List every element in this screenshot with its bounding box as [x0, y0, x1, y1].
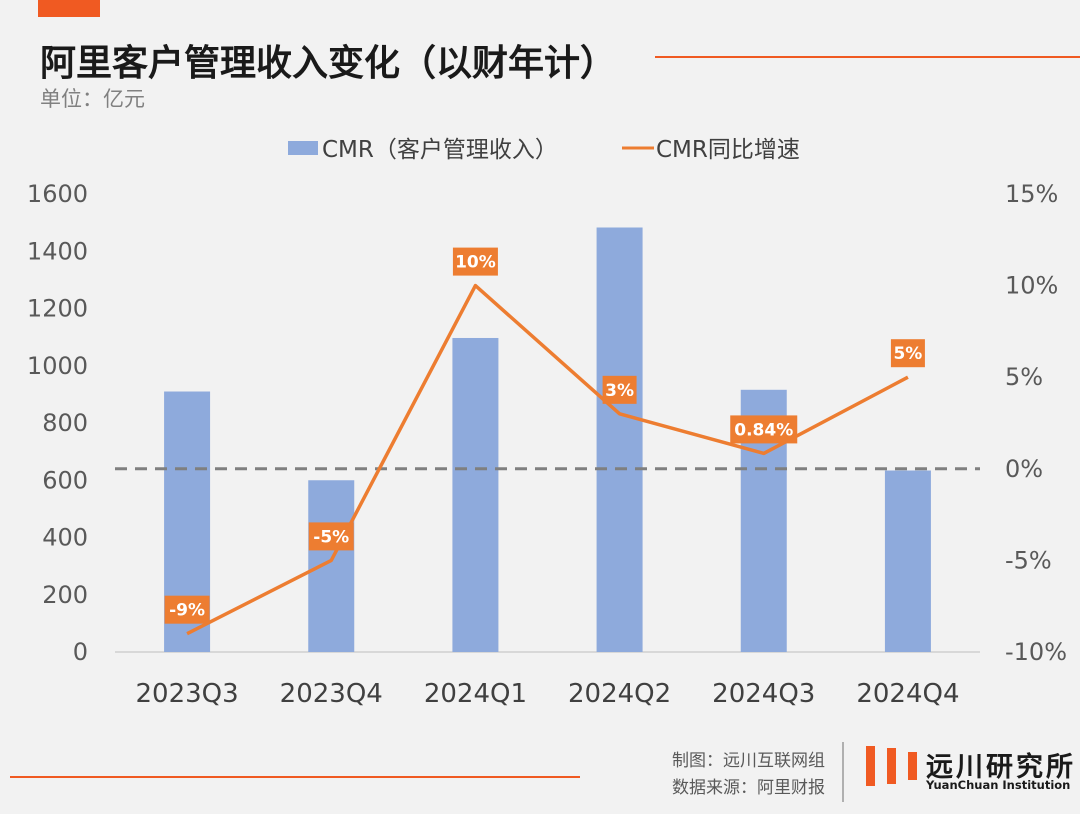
data-label-box: [452, 247, 498, 276]
data-label-box: [890, 339, 925, 368]
legend-bar-swatch: [288, 141, 318, 155]
y-left-tick-label: 1400: [27, 237, 88, 265]
data-label: -9%: [169, 601, 205, 621]
y-left-tick-label: 400: [42, 524, 88, 552]
credit-text: 制图：远川互联网组: [672, 751, 825, 771]
data-label: -5%: [313, 527, 349, 547]
brand-name: 远川研究所: [926, 751, 1076, 783]
top-accent-bar: [38, 0, 100, 17]
legend-bar-label: CMR（客户管理收入）: [322, 137, 558, 163]
legend: CMR（客户管理收入） CMR同比增速: [288, 137, 800, 163]
bar-2024Q1: [452, 337, 499, 652]
bar-2024Q2: [596, 227, 643, 652]
page-title: 阿里客户管理收入变化（以财年计）: [40, 42, 616, 84]
plot-area: 0 200 400 600 800 1000 1200 1400 1600 -10% -5% 0% 5%…: [27, 180, 1067, 709]
legend-line-label: CMR同比增速: [656, 137, 800, 163]
x-tick-label: 2024Q2: [568, 679, 671, 709]
y-left-tick-label: 200: [42, 581, 88, 609]
y-left-tick-label: 600: [42, 466, 88, 494]
data-label-box: [602, 375, 637, 404]
bar-2023Q4: [308, 480, 355, 652]
growth-line: [186, 283, 909, 636]
data-label-box: [164, 595, 210, 624]
brand-logo-icon: [866, 746, 917, 786]
y-right-tick-label: -10%: [1005, 638, 1067, 666]
y-right-tick-label: -5%: [1005, 546, 1052, 574]
x-tick-label: 2023Q4: [280, 679, 383, 709]
x-tick-label: 2024Q3: [712, 679, 815, 709]
y-left-tick-label: 1600: [27, 180, 88, 208]
y-right-tick-label: 5%: [1005, 363, 1043, 391]
source-text: 数据来源：阿里财报: [672, 778, 825, 798]
y-right-tick-label: 0%: [1005, 455, 1043, 483]
x-tick-label: 2024Q1: [424, 679, 527, 709]
data-label-box: [730, 415, 798, 444]
bar-2024Q4: [884, 470, 931, 652]
data-label: 0.84%: [734, 420, 793, 440]
brand-name-en: YuanChuan Institution: [925, 778, 1070, 792]
y-left-tick-label: 800: [42, 409, 88, 437]
data-label: 10%: [455, 253, 496, 273]
data-label: 3%: [605, 381, 634, 401]
unit-label: 单位：亿元: [40, 87, 145, 111]
y-right-tick-label: 15%: [1005, 180, 1058, 208]
data-label-box: [308, 522, 354, 551]
x-tick-label: 2023Q3: [135, 679, 238, 709]
x-tick-label: 2024Q4: [856, 679, 959, 709]
y-left-tick-label: 0: [73, 638, 88, 666]
y-left-tick-label: 1200: [27, 295, 88, 323]
y-left-tick-label: 1000: [27, 352, 88, 380]
data-label: 5%: [893, 344, 922, 364]
y-right-tick-label: 10%: [1005, 272, 1058, 300]
